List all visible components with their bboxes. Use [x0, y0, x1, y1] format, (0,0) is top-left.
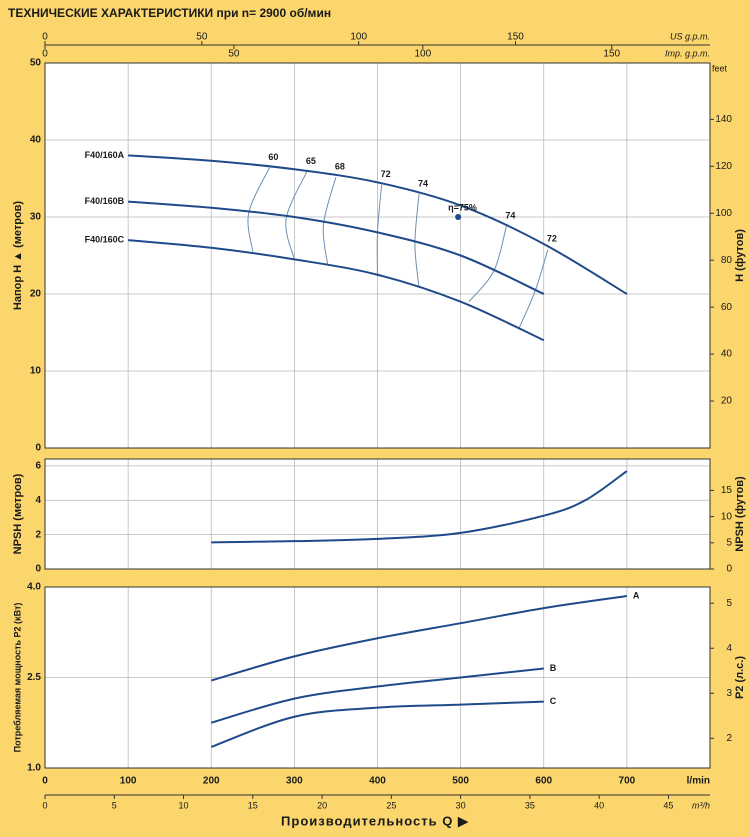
x-tick-label: 0 [42, 776, 48, 787]
y-tick-label: 0 [35, 564, 41, 575]
y-tick-label: 0 [35, 443, 41, 454]
y2-tick-label: 0 [726, 564, 732, 575]
series-label: F40/160B [85, 196, 125, 206]
y2-tick-label: 140 [715, 114, 732, 125]
series-label: A [633, 590, 640, 600]
best-point-label: η=75% [448, 202, 477, 212]
curve [210, 667, 544, 724]
y2-tick-label: 5 [726, 598, 732, 609]
y2-tick-label: 10 [721, 511, 733, 522]
y-tick-label: 1.0 [27, 763, 41, 774]
curve [210, 700, 544, 748]
curve [211, 470, 628, 544]
top-tick-label: 0 [42, 49, 48, 60]
x2-tick-label: 5 [112, 800, 117, 810]
series-label: C [550, 696, 557, 706]
x-tick-label: 600 [535, 776, 552, 787]
y-tick-label: 30 [30, 212, 42, 223]
top-tick-label: 150 [603, 49, 620, 60]
x-tick-label: 700 [619, 776, 636, 787]
y2-axis-title: H (футов) [734, 229, 746, 282]
top-axis-unit: Imp. g.p.m. [665, 48, 710, 58]
top-tick-label: 0 [42, 32, 48, 43]
y2-tick-label: 3 [726, 688, 732, 699]
y-tick-label: 10 [30, 366, 42, 377]
curve [128, 154, 628, 295]
efficiency-curve [414, 193, 420, 288]
best-point [455, 214, 462, 220]
plot-border [44, 586, 711, 769]
x2-tick-label: 45 [663, 800, 673, 810]
x2-tick-label: 0 [42, 800, 47, 810]
top-tick-label: 100 [350, 32, 367, 43]
y-axis-title: NPSH (метров) [12, 473, 24, 554]
y-tick-label: 6 [35, 461, 41, 472]
efficiency-label: 60 [268, 152, 278, 162]
y2-tick-label: 40 [721, 349, 733, 360]
curve [128, 200, 545, 295]
y2-tick-label: 100 [715, 208, 732, 219]
x2-axis-unit: m³/h [692, 800, 710, 810]
chart-title: ТЕХНИЧЕСКИЕ ХАРАКТЕРИСТИКИ при n= 2900 о… [8, 6, 331, 20]
x-axis-title: Производительность Q ▶ [281, 813, 469, 828]
y2-axis-title: P2 (л.с.) [734, 656, 746, 699]
y2-tick-label: 5 [726, 537, 732, 548]
y2-axis-title: NPSH (футов) [734, 476, 746, 552]
x-axis-unit: l/min [687, 776, 710, 787]
y2-tick-label: 15 [721, 485, 733, 496]
series-label: B [550, 663, 557, 673]
y-tick-label: 4 [35, 495, 41, 506]
y-tick-label: 2 [35, 529, 41, 540]
y2-tick-label: 80 [721, 255, 733, 266]
x2-tick-label: 30 [456, 800, 466, 810]
efficiency-label: 68 [335, 161, 345, 171]
plot-border [44, 62, 711, 449]
y-tick-label: 2.5 [27, 672, 41, 683]
efficiency-curve [285, 171, 308, 260]
y-tick-label: 20 [30, 289, 42, 300]
y-tick-label: 4.0 [27, 582, 41, 593]
y2-tick-label: 120 [715, 161, 732, 172]
efficiency-label: 74 [505, 211, 515, 221]
x2-tick-label: 10 [179, 800, 189, 810]
efficiency-label: 72 [381, 169, 391, 179]
y2-tick-label: 4 [726, 643, 732, 654]
top-tick-label: 50 [196, 32, 208, 43]
x-tick-label: 200 [203, 776, 220, 787]
efficiency-curve [322, 176, 337, 265]
top-tick-label: 50 [228, 49, 240, 60]
top-tick-label: 150 [507, 32, 524, 43]
x-tick-label: 100 [120, 776, 137, 787]
y2-unit: feet [712, 63, 728, 73]
curve [210, 595, 628, 682]
x-tick-label: 500 [452, 776, 469, 787]
series-label: F40/160C [85, 234, 125, 244]
x2-tick-label: 15 [248, 800, 258, 810]
y-tick-label: 50 [30, 58, 42, 69]
x-tick-label: 400 [369, 776, 386, 787]
efficiency-label: 74 [418, 178, 428, 188]
y2-tick-label: 60 [721, 302, 733, 313]
x-tick-label: 300 [286, 776, 303, 787]
x2-tick-label: 20 [317, 800, 327, 810]
top-axis-unit: US g.p.m. [670, 31, 710, 41]
series-label: F40/160A [85, 150, 125, 160]
plot-border [44, 458, 711, 570]
efficiency-curve [247, 167, 270, 252]
efficiency-label: 65 [306, 156, 316, 166]
x2-tick-label: 40 [594, 800, 604, 810]
x2-tick-label: 35 [525, 800, 535, 810]
y-tick-label: 40 [30, 135, 42, 146]
top-tick-label: 100 [414, 49, 431, 60]
y2-tick-label: 20 [721, 396, 733, 407]
x2-tick-label: 25 [386, 800, 396, 810]
y-axis-title: Напор H ▲ (метров) [12, 201, 24, 311]
efficiency-label: 72 [547, 234, 557, 244]
y-axis-title: Потребляемая мощность P2 (кВт) [12, 603, 22, 753]
y2-tick-label: 2 [726, 733, 732, 744]
curve [128, 239, 545, 342]
